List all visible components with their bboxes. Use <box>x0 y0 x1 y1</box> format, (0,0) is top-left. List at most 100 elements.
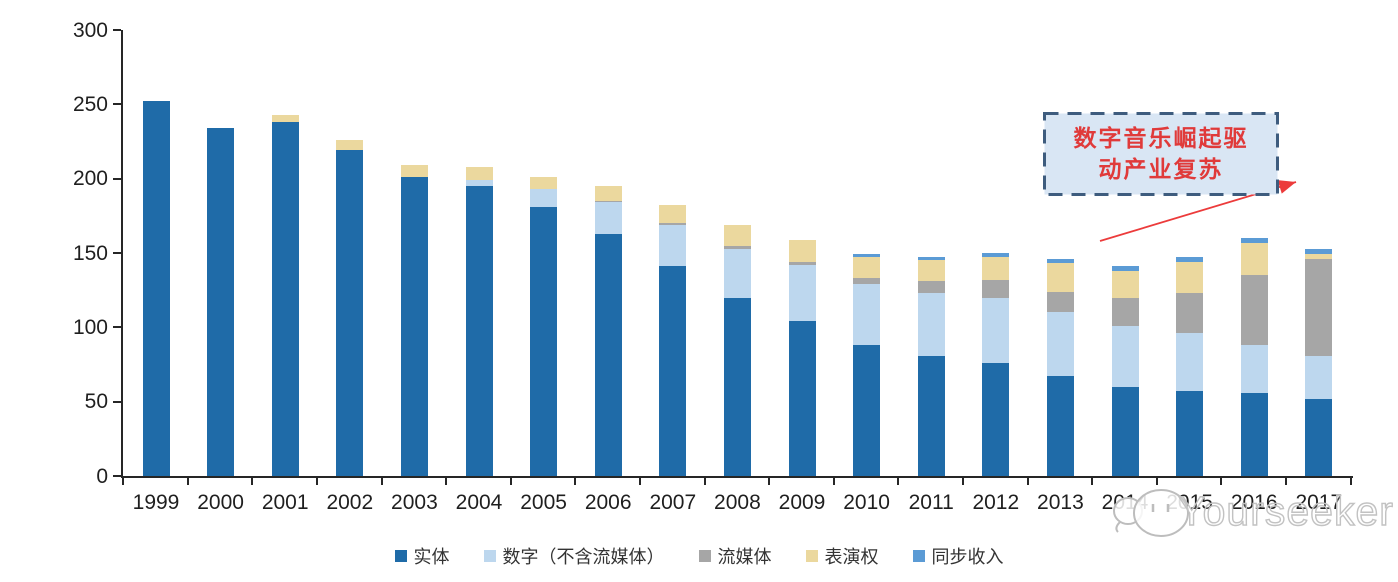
watermark: Yourseeker <box>1090 486 1394 546</box>
bar-segment-2016 <box>1240 238 1268 243</box>
x-axis-label: 2013 <box>1037 491 1084 514</box>
bar-segment-2010 <box>853 257 881 279</box>
bar-segment-2012 <box>982 297 1010 363</box>
bar-segment-2010 <box>853 254 881 258</box>
bar-segment-2006 <box>594 202 622 234</box>
y-axis-tick <box>113 326 121 329</box>
bar-segment-2009 <box>788 321 816 476</box>
bar-segment-2016 <box>1240 242 1268 276</box>
bar-segment-2008 <box>723 297 751 476</box>
bar-segment-2015 <box>1176 391 1204 476</box>
bar-segment-2012 <box>982 253 1010 258</box>
bar-segment-2016 <box>1240 392 1268 476</box>
bar-segment-2001 <box>271 114 299 123</box>
bar-segment-2008 <box>723 248 751 298</box>
bar-segment-2015 <box>1176 293 1204 334</box>
bar-segment-2011 <box>917 293 945 356</box>
y-axis-tick <box>113 29 121 31</box>
y-axis-label: 50 <box>84 390 108 414</box>
x-axis-label: 2008 <box>714 491 761 514</box>
bar-segment-2014 <box>1111 266 1139 271</box>
bar-segment-2016 <box>1240 275 1268 346</box>
annotation-callout: 数字音乐崛起驱 动产业复苏 <box>1043 112 1279 196</box>
bar-segment-2011 <box>917 257 945 261</box>
legend-label: 同步收入 <box>931 547 1004 567</box>
x-axis-label: 2017 <box>1295 491 1343 514</box>
y-axis-label: 200 <box>72 167 108 191</box>
bar-segment-2010 <box>853 278 881 285</box>
bar-segment-2017 <box>1305 254 1333 259</box>
bar-segment-2007 <box>659 223 687 225</box>
legend-label: 表演权 <box>824 547 879 567</box>
bar-segment-2009 <box>788 264 816 322</box>
legend-label: 数字（不含流媒体） <box>502 547 665 567</box>
annotation-text-line2: 动产业复苏 <box>1098 156 1224 182</box>
bar-segment-2007 <box>659 266 687 476</box>
y-axis-label: 250 <box>72 92 108 116</box>
x-axis-label: 2007 <box>649 491 697 514</box>
bar-segment-2007 <box>659 205 687 224</box>
x-axis-tick <box>186 477 189 485</box>
legend-swatch-icon <box>698 550 711 562</box>
x-axis-label: 2000 <box>197 491 244 514</box>
x-axis-tick <box>1349 477 1352 485</box>
bar-segment-2017 <box>1305 398 1333 476</box>
x-axis-tick <box>1026 477 1029 485</box>
legend-label: 流媒体 <box>717 547 772 567</box>
x-axis-tick <box>380 477 383 485</box>
y-axis <box>120 30 123 478</box>
bar-segment-2010 <box>853 345 881 476</box>
bar-segment-2008 <box>723 245 751 249</box>
bar-segment-2013 <box>1046 263 1074 292</box>
bar-segment-2005 <box>530 177 558 190</box>
bar-segment-2007 <box>659 224 687 267</box>
chat-bubble-cat-icon <box>1113 489 1189 537</box>
x-axis-tick <box>832 477 835 485</box>
bar-segment-2006 <box>594 233 622 476</box>
legend-item: 同步收入 <box>912 543 1004 569</box>
legend-item: 实体 <box>394 543 450 569</box>
y-axis-tick <box>113 252 121 254</box>
x-axis-tick <box>703 477 706 485</box>
bar-segment-2015 <box>1176 333 1204 392</box>
bar-segment-2004 <box>465 180 493 187</box>
x-axis-tick <box>316 477 318 485</box>
bar-segment-2012 <box>982 279 1010 298</box>
x-axis-tick <box>1155 477 1158 485</box>
y-axis-label: 150 <box>72 241 108 265</box>
x-axis-label: 2009 <box>778 491 826 514</box>
bar-segment-2014 <box>1111 270 1139 298</box>
legend-swatch-icon <box>394 550 407 562</box>
bar-segment-2004 <box>465 166 493 181</box>
bar-segment-2003 <box>400 165 428 178</box>
x-axis-tick <box>509 477 512 485</box>
x-axis-tick <box>897 477 900 485</box>
bar-segment-2017 <box>1305 248 1333 255</box>
x-axis-label: 2004 <box>455 491 503 514</box>
x-axis-label: 2003 <box>391 491 438 514</box>
bar-segment-2015 <box>1176 261 1204 294</box>
x-axis-tick <box>122 477 125 485</box>
bar-segment-2011 <box>917 281 945 294</box>
bar-segment-2002 <box>336 150 364 476</box>
bar-segment-2000 <box>207 128 235 476</box>
x-axis-label: 2012 <box>972 491 1020 514</box>
bar-segment-2009 <box>788 261 816 265</box>
watermark-text: Yourseeker <box>1177 487 1394 534</box>
bar-segment-1999 <box>142 101 170 476</box>
bar-segment-2009 <box>788 239 816 262</box>
y-axis-label: 100 <box>72 315 108 339</box>
legend-swatch-icon <box>483 550 496 562</box>
bar-segment-2005 <box>530 206 558 476</box>
bar-segment-2002 <box>336 140 364 151</box>
x-axis-label: 2005 <box>520 491 567 514</box>
legend-item: 流媒体 <box>698 543 772 569</box>
x-axis-label: 2002 <box>326 491 374 514</box>
x-axis-label: 2011 <box>908 491 954 514</box>
y-axis-label: 0 <box>96 464 108 488</box>
bar-segment-2013 <box>1046 376 1074 476</box>
legend-swatch-icon <box>805 550 818 562</box>
x-axis-tick <box>768 477 771 485</box>
bar-segment-2012 <box>982 257 1010 280</box>
